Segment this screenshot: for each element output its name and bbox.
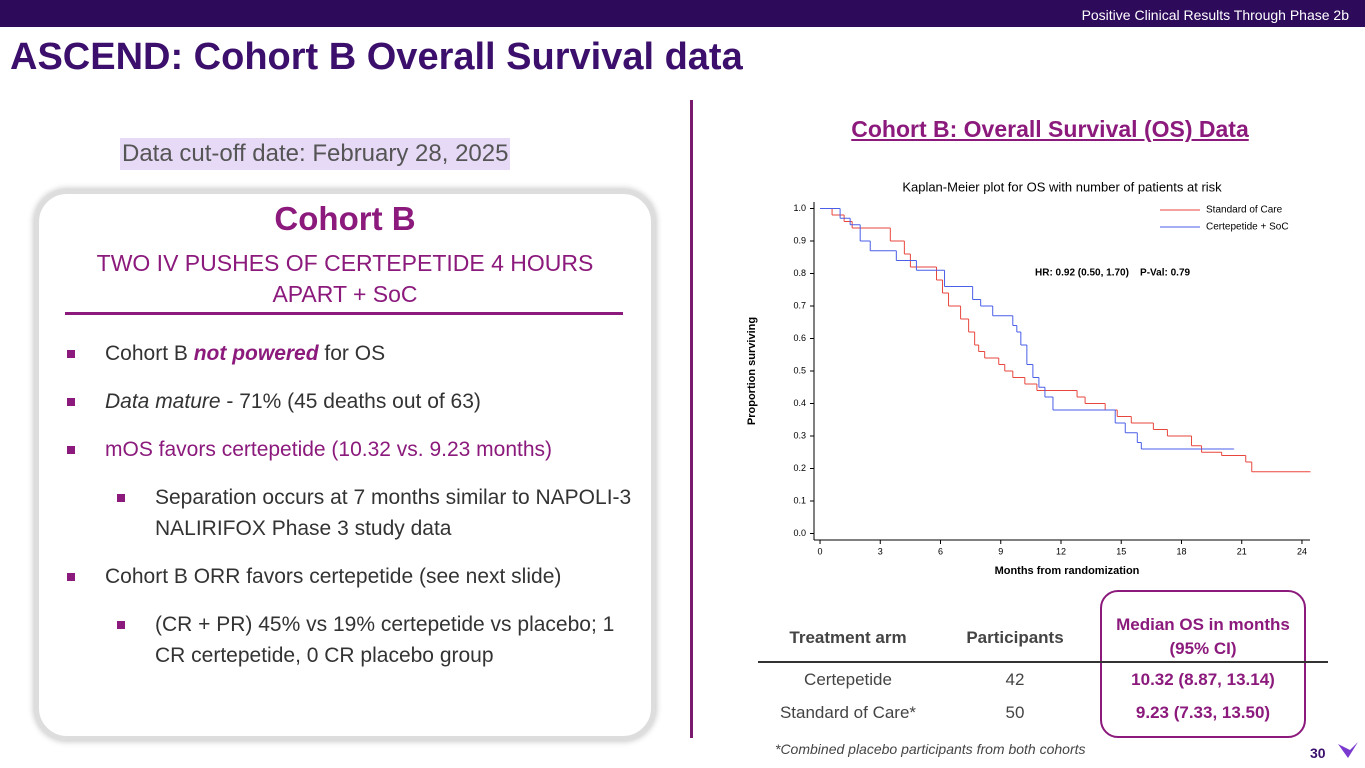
legend-label: Certepetide + SoC xyxy=(1206,222,1289,233)
bullet-text: Cohort B ORR favors certepetide (see nex… xyxy=(105,565,562,588)
x-tick-label: 15 xyxy=(1116,546,1126,556)
table-header: Median OS in months (95% CI) xyxy=(1116,615,1290,658)
x-tick-label: 18 xyxy=(1176,546,1186,556)
table-cell: Certepetide xyxy=(804,670,892,689)
bullet-text: Data mature xyxy=(105,390,221,413)
table-cell: 9.23 (7.33, 13.50) xyxy=(1135,703,1271,722)
chart-heading: Cohort B: Overall Survival (OS) Data xyxy=(851,116,1249,142)
y-tick-label: 0.3 xyxy=(793,430,806,440)
y-axis-label: Proportion surviving xyxy=(746,317,758,425)
bullet: Cohort B not powered for OS xyxy=(65,338,635,369)
bullet: Data mature - 71% (45 deaths out of 63) xyxy=(65,386,635,417)
table-header: Treatment arm xyxy=(789,628,907,647)
bullet: Cohort B ORR favors certepetide (see nex… xyxy=(65,561,635,592)
annotation: HR: 0.92 (0.50, 1.70) P-Val: 0.79 xyxy=(1035,268,1191,279)
bullet-text: - 71% (45 deaths out of 63) xyxy=(220,390,481,413)
cutoff-date: Data cut-off date: February 28, 2025 xyxy=(120,138,511,170)
box-title: Cohort B xyxy=(274,200,416,237)
y-tick-label: 0.5 xyxy=(793,365,806,375)
x-tick-label: 12 xyxy=(1056,546,1066,556)
y-tick-label: 0.2 xyxy=(793,463,806,473)
bullet-text: for OS xyxy=(318,342,386,365)
cohort-box xyxy=(35,190,655,740)
y-tick-label: 0.1 xyxy=(793,495,806,505)
slide-title: ASCEND: Cohort B Overall Survival data xyxy=(10,36,743,78)
highlight-box xyxy=(1100,590,1306,738)
x-tick-label: 6 xyxy=(938,546,943,556)
bullet: Separation occurs at 7 months similar to… xyxy=(65,482,635,544)
bullet-text: mOS favors certepetide (10.32 vs. 9.23 m… xyxy=(105,438,553,461)
x-tick-label: 24 xyxy=(1297,546,1307,556)
bullet: (CR + PR) 45% vs 19% certepetide vs plac… xyxy=(65,609,635,671)
x-tick-label: 0 xyxy=(818,546,823,556)
y-tick-label: 0.4 xyxy=(793,398,806,408)
x-tick-label: 21 xyxy=(1237,546,1247,556)
y-tick-label: 0.6 xyxy=(793,333,806,343)
divider xyxy=(690,100,693,738)
bullet-text: Separation occurs at 7 months similar to… xyxy=(155,486,638,540)
y-tick-label: 0.0 xyxy=(793,528,806,538)
bullet: mOS favors certepetide (10.32 vs. 9.23 m… xyxy=(65,434,635,465)
km-chart: Kaplan-Meier plot for OS with number of … xyxy=(746,179,1311,577)
logo xyxy=(1338,742,1358,758)
table-cell: 42 xyxy=(1005,670,1025,689)
bullet-text: Cohort B xyxy=(105,342,194,365)
legend-label: Standard of Care xyxy=(1206,205,1283,216)
y-tick-label: 0.8 xyxy=(793,268,806,278)
bullet-text: (CR + PR) 45% vs 19% certepetide vs plac… xyxy=(155,613,621,667)
x-tick-label: 3 xyxy=(878,546,883,556)
x-axis-label: Months from randomization xyxy=(995,565,1140,577)
table-cell: 10.32 (8.87, 13.14) xyxy=(1131,670,1275,689)
x-tick-label: 9 xyxy=(998,546,1003,556)
y-tick-label: 0.7 xyxy=(793,300,806,310)
box-subtitle: TWO IV PUSHES OF CERTEPETIDE 4 HOURS APA… xyxy=(96,250,594,307)
table-cell: 50 xyxy=(1005,703,1025,722)
bullet-list: Cohort B not powered for OS Data mature -… xyxy=(65,338,635,688)
y-tick-label: 1.0 xyxy=(793,203,806,213)
banner: Positive Clinical Results Through Phase … xyxy=(0,0,1365,27)
chart-title: Kaplan-Meier plot for OS with number of … xyxy=(902,179,1222,194)
table-cell: Standard of Care* xyxy=(779,703,917,722)
bullet-text: not powered xyxy=(193,342,319,365)
y-tick-label: 0.9 xyxy=(793,235,806,245)
page-number: 30 xyxy=(1310,745,1326,761)
table-header: Participants xyxy=(966,628,1064,647)
table-rule xyxy=(758,661,1328,663)
footnote: *Combined placebo participants from both… xyxy=(775,741,1086,757)
rule xyxy=(65,312,623,315)
